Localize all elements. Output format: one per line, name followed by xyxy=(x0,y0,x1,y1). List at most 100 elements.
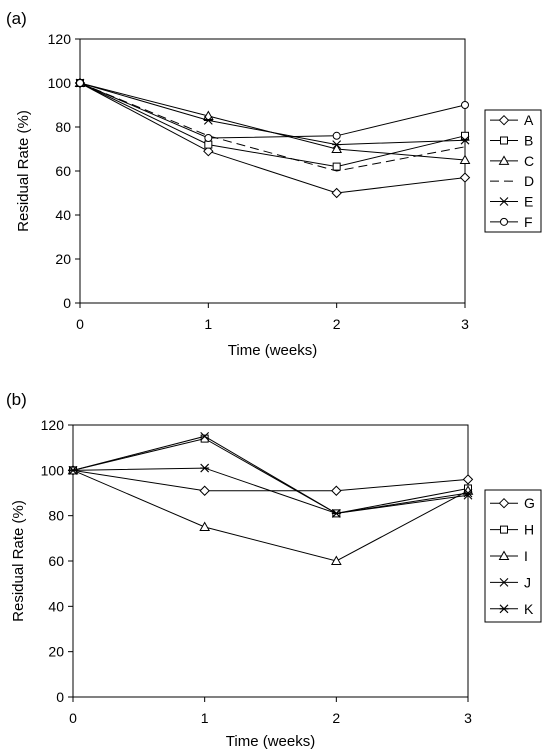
legend-label: K xyxy=(524,601,534,617)
y-tick-label: 20 xyxy=(55,251,71,267)
series-line-d xyxy=(79,82,466,172)
x-axis-title: Time (weeks) xyxy=(228,342,317,359)
series-line-f xyxy=(79,82,466,139)
data-point xyxy=(200,463,210,473)
series-b xyxy=(76,79,469,171)
x-tick-label: 3 xyxy=(464,710,472,726)
legend-label: H xyxy=(524,522,534,538)
legend-label: C xyxy=(524,153,534,169)
data-point xyxy=(332,131,341,140)
y-tick-label: 60 xyxy=(55,163,71,179)
data-point xyxy=(462,474,474,485)
x-tick-label: 3 xyxy=(461,316,469,332)
series-a xyxy=(74,77,471,199)
data-point xyxy=(459,154,471,164)
legend-box xyxy=(484,109,542,233)
data-point xyxy=(461,101,469,109)
y-tick-label: 120 xyxy=(41,417,65,433)
series-k xyxy=(68,463,473,518)
series-line-k xyxy=(72,467,469,514)
panel-label: (b) xyxy=(6,390,27,409)
data-point xyxy=(331,485,342,496)
y-axis-title: Residual Rate (%) xyxy=(15,110,32,232)
series-e xyxy=(75,78,470,149)
legend-marker xyxy=(499,197,509,206)
data-point xyxy=(463,488,473,498)
y-tick-label: 80 xyxy=(48,508,64,524)
legend-marker xyxy=(498,155,510,165)
y-tick-label: 60 xyxy=(48,553,64,569)
legend-label: I xyxy=(524,548,528,564)
legend-label: D xyxy=(524,173,534,189)
series-f xyxy=(76,79,469,142)
y-axis-title: Residual Rate (%) xyxy=(10,500,27,622)
data-point xyxy=(199,521,211,531)
series-c xyxy=(74,77,471,164)
data-point xyxy=(200,431,210,441)
legend-label: B xyxy=(524,133,533,149)
series-line-j xyxy=(72,435,469,514)
data-point xyxy=(203,116,213,125)
series-i xyxy=(67,464,474,565)
y-tick-label: 80 xyxy=(55,119,71,135)
chart-panel-2: (b) 0 20 40 60 80 100 120 0 1 2 3 Time (weeks) Residu… xyxy=(6,390,542,750)
y-tick-label: 0 xyxy=(63,295,71,311)
series-line-h xyxy=(72,438,469,514)
data-point xyxy=(76,79,84,87)
legend-marker xyxy=(498,550,510,560)
legend-marker xyxy=(499,604,509,614)
y-tick-label: 100 xyxy=(48,75,72,91)
chart-panel-1: (a) 0 20 40 60 80 100 120 0 1 2 3 Time (weeks) Residu… xyxy=(6,9,542,359)
x-tick-label: 2 xyxy=(332,710,340,726)
series-line-a xyxy=(79,82,466,194)
x-tick-label: 1 xyxy=(204,316,212,332)
legend-label: E xyxy=(524,194,533,210)
data-point xyxy=(330,555,342,565)
legend-label: F xyxy=(524,214,533,230)
plot-area xyxy=(79,38,466,304)
data-point xyxy=(332,162,341,171)
series-line-b xyxy=(79,82,466,168)
series-j xyxy=(68,431,473,518)
legend-marker xyxy=(498,114,510,126)
x-tick-label: 0 xyxy=(69,710,77,726)
legend-label: A xyxy=(524,112,534,128)
data-point xyxy=(331,187,342,199)
legend-marker xyxy=(498,497,510,509)
series-line-c xyxy=(79,82,466,161)
plot-area xyxy=(72,424,469,698)
x-axis-title: Time (weeks) xyxy=(226,733,315,750)
data-point xyxy=(199,485,210,496)
series-d xyxy=(79,82,466,172)
series-h xyxy=(69,434,472,518)
data-point xyxy=(68,465,78,475)
y-tick-label: 40 xyxy=(55,207,71,223)
data-point xyxy=(331,143,343,153)
y-tick-label: 0 xyxy=(56,689,64,705)
series-line-i xyxy=(72,469,469,562)
legend-marker xyxy=(499,578,509,587)
y-tick-label: 20 xyxy=(48,644,64,660)
series-line-g xyxy=(72,469,469,492)
data-point xyxy=(331,509,341,518)
data-point xyxy=(460,135,470,145)
data-point xyxy=(461,131,469,140)
legend-label: G xyxy=(524,495,535,511)
data-point xyxy=(204,134,213,142)
y-tick-label: 120 xyxy=(48,31,72,47)
x-tick-label: 2 xyxy=(333,316,341,332)
y-tick-label: 40 xyxy=(48,598,64,614)
panel-label: (a) xyxy=(6,9,27,28)
x-tick-label: 1 xyxy=(201,710,209,726)
data-point xyxy=(204,140,213,149)
legend-marker xyxy=(500,217,508,226)
legend-label: J xyxy=(524,574,531,590)
x-tick-label: 0 xyxy=(76,316,84,332)
data-point xyxy=(203,145,214,157)
y-tick-label: 100 xyxy=(41,462,65,478)
data-point xyxy=(459,172,471,183)
series-line-e xyxy=(79,82,466,146)
legend-marker xyxy=(500,525,508,534)
